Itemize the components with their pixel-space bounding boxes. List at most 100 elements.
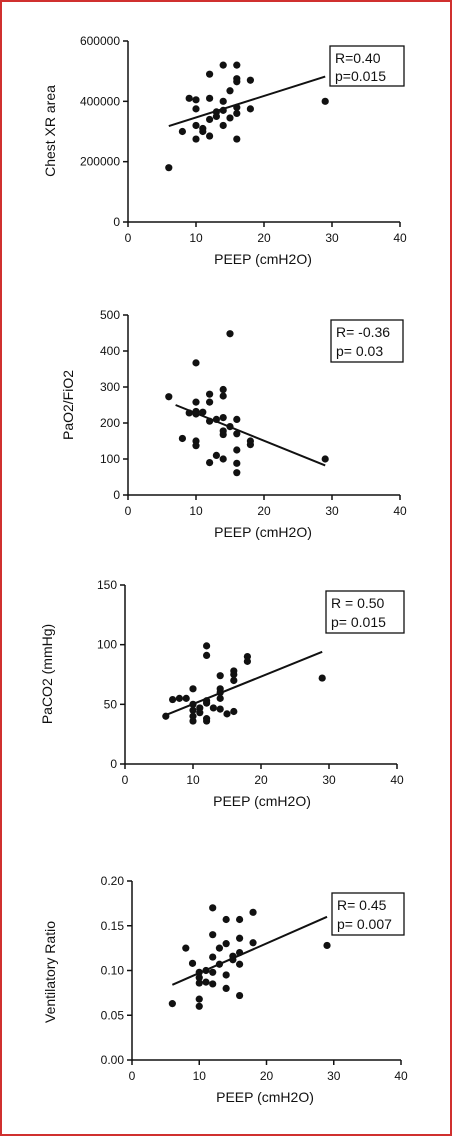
data-point [230, 676, 238, 685]
data-point [219, 455, 227, 463]
data-point [192, 410, 200, 418]
stats-p-value: p=0.015 [335, 68, 386, 84]
data-point [209, 953, 217, 961]
data-point [233, 430, 241, 438]
x-tick-label: 0 [125, 231, 132, 245]
x-tick-label: 10 [189, 231, 203, 245]
data-point [236, 915, 244, 924]
chart-panel-pao2-fio2: PaO2/FiO2 PEEP (cmH2O) R= -0.36 p= 0.03 … [60, 308, 407, 540]
y-tick-label: 100 [100, 452, 120, 466]
y-tick-label: 0 [113, 488, 120, 502]
data-point [249, 939, 257, 947]
data-point [192, 359, 200, 367]
data-point [246, 441, 254, 449]
y-tick-label: 0.05 [101, 1008, 125, 1022]
data-point [222, 971, 230, 979]
x-tick-label: 30 [327, 1069, 341, 1083]
data-point [188, 959, 197, 967]
y-tick-label: 0.15 [101, 919, 125, 933]
data-point [162, 712, 170, 720]
data-point [246, 105, 254, 113]
stats-p-value: p= 0.03 [336, 343, 383, 359]
chart-panel-chest-xr: Chest XR area PEEP (cmH2O) R=0.40 p=0.01… [42, 34, 407, 267]
x-tick-label: 10 [186, 773, 200, 787]
data-point [206, 132, 214, 140]
data-point [321, 455, 329, 463]
stats-p-value: p= 0.015 [331, 614, 386, 630]
data-point [189, 717, 197, 725]
data-point [189, 700, 197, 708]
data-point [195, 995, 203, 1003]
data-point [219, 430, 227, 439]
data-point [209, 980, 217, 988]
y-axis-title: Ventilatory Ratio [42, 921, 58, 1023]
data-point [195, 968, 203, 976]
chart-panel-ventilatory-ratio: Ventilatory Ratio PEEP (cmH2O) R= 0.45 p… [42, 874, 408, 1105]
data-point [192, 398, 200, 406]
data-point [209, 704, 217, 712]
data-point [222, 940, 230, 948]
stats-p-value: p= 0.007 [337, 916, 392, 932]
data-point [216, 705, 224, 713]
data-point [182, 694, 190, 702]
x-tick-label: 40 [390, 773, 404, 787]
data-point [199, 127, 207, 136]
data-point [209, 968, 217, 976]
data-point [233, 446, 241, 454]
data-point [243, 657, 251, 665]
y-tick-label: 0 [113, 215, 120, 229]
data-point [236, 991, 244, 1000]
y-tick-label: 100 [97, 638, 117, 652]
data-point [229, 956, 237, 964]
data-point [321, 97, 329, 105]
data-point [219, 97, 227, 105]
data-point [195, 1002, 203, 1010]
data-point [215, 944, 224, 952]
data-point [226, 330, 234, 338]
data-point [219, 121, 227, 130]
x-tick-label: 20 [260, 1069, 274, 1083]
data-point [206, 70, 214, 78]
data-point [178, 434, 186, 443]
data-point [230, 707, 238, 716]
data-point [209, 931, 217, 939]
data-point [219, 392, 227, 400]
data-point [175, 694, 183, 702]
x-tick-label: 10 [193, 1069, 207, 1083]
data-point [199, 408, 207, 416]
data-point [233, 109, 241, 117]
data-point [168, 1000, 176, 1008]
data-point [203, 642, 211, 650]
x-tick-label: 40 [393, 231, 407, 245]
x-axis-title: PEEP (cmH2O) [213, 793, 311, 809]
data-point [230, 670, 238, 679]
y-axis-title: Chest XR area [42, 85, 58, 177]
data-point [185, 94, 193, 102]
regression-line [168, 75, 326, 128]
data-point [189, 706, 197, 714]
data-point [216, 688, 224, 697]
x-tick-label: 0 [122, 773, 129, 787]
data-point [236, 949, 244, 957]
data-point [189, 685, 197, 693]
data-point [192, 121, 200, 130]
stats-r-value: R = 0.50 [331, 595, 385, 611]
y-tick-label: 50 [104, 697, 118, 711]
data-point [323, 941, 331, 950]
x-tick-label: 0 [129, 1069, 136, 1083]
y-tick-label: 400000 [80, 94, 120, 108]
data-point [202, 966, 210, 975]
data-point [178, 127, 186, 136]
data-point [219, 61, 227, 69]
data-point [192, 105, 200, 113]
data-point [209, 904, 217, 912]
y-tick-label: 0.10 [101, 964, 125, 978]
data-point [195, 979, 203, 987]
chart-panel-paco2: PaCO2 (mmHg) PEEP (cmH2O) R = 0.50 p= 0.… [39, 578, 405, 809]
data-point [233, 61, 241, 69]
stats-box [330, 319, 404, 363]
x-axis-title: PEEP (cmH2O) [214, 524, 312, 540]
y-tick-label: 200 [100, 416, 120, 430]
data-point [195, 974, 203, 982]
x-tick-label: 30 [325, 231, 339, 245]
